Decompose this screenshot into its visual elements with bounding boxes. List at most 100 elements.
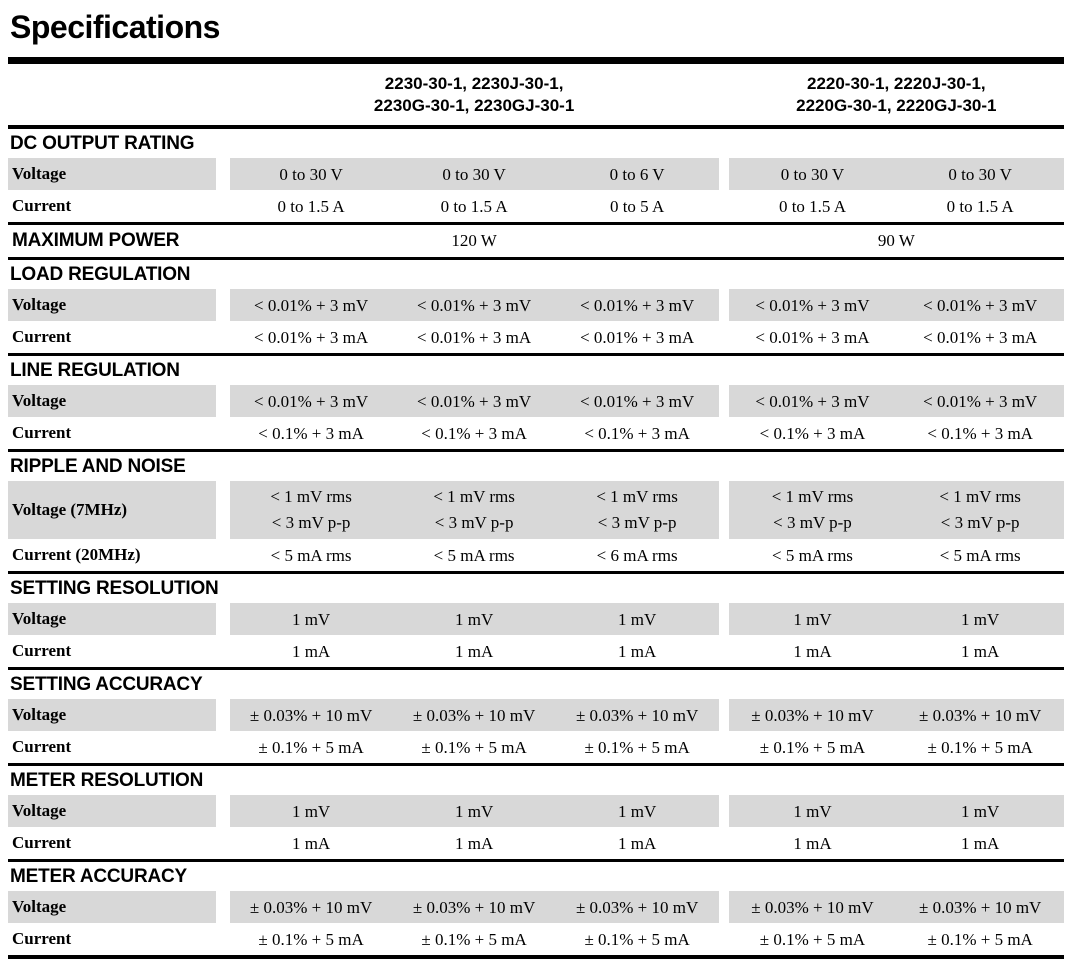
spec-cell-line: < 1 mV rms — [771, 487, 854, 507]
column-gap — [216, 731, 230, 763]
spec-cell: 1 mA — [617, 833, 657, 853]
spec-row: Voltage 1 mV 1 mV 1 mV 1 mV 1 mV — [8, 603, 1064, 636]
row-label: Current — [12, 833, 72, 853]
spec-cell-line: < 1 mV rms — [939, 487, 1021, 507]
column-gap — [216, 923, 230, 955]
max-power-value: 120 W — [451, 231, 497, 251]
spec-row: Voltage ± 0.03% + 10 mV ± 0.03% + 10 mV ± 0… — [8, 699, 1064, 732]
spec-cell: ± 0.03% + 10 mV — [575, 897, 699, 917]
group-2220-cells: 0 to 30 V 0 to 30 V — [728, 158, 1064, 191]
spec-row: Current 1 mA 1 mA 1 mA 1 mA 1 mA — [8, 635, 1064, 667]
column-group-header-2230-line1: 2230-30-1, 2230J-30-1, — [384, 74, 564, 94]
column-gap — [719, 481, 729, 539]
spec-cell: < 0.01% + 3 mV — [417, 391, 532, 411]
spec-cell: ± 0.1% + 5 mA — [258, 737, 364, 757]
spec-cell: < 0.1% + 3 mA — [421, 423, 527, 443]
spec-cell: 1 mV — [793, 801, 832, 821]
column-gap — [216, 289, 230, 321]
column-gap — [719, 321, 729, 353]
spec-row: Current < 0.1% + 3 mA < 0.1% + 3 mA < 0.1% … — [8, 417, 1064, 449]
group-2220-cells: 1 mV 1 mV — [728, 795, 1064, 828]
spec-cell: ± 0.03% + 10 mV — [412, 705, 536, 725]
section-rule — [8, 222, 1064, 226]
spec-cell: < 0.01% + 3 mV — [755, 295, 870, 315]
top-rule — [8, 57, 1064, 65]
spec-cell-line: < 3 mV p-p — [434, 513, 514, 533]
column-gap — [719, 417, 729, 449]
group-2230-cells: < 5 mA rms < 5 mA rms < 6 mA rms — [230, 539, 719, 571]
spec-cell: 0 to 30 V — [442, 164, 506, 184]
max-power-row: MAXIMUM POWER 120 W 90 W — [8, 225, 1064, 257]
spec-cell: < 0.1% + 3 mA — [258, 423, 364, 443]
page-title: Specifications — [10, 9, 220, 45]
group-2220-cells: 0 to 1.5 A 0 to 1.5 A — [729, 190, 1064, 222]
column-gap — [216, 635, 230, 667]
column-gap — [216, 190, 230, 222]
column-gap — [719, 699, 729, 731]
spec-cell: < 5 mA rms — [270, 545, 352, 565]
spec-cell: 1 mA — [961, 833, 1000, 853]
column-gap — [216, 481, 230, 539]
spec-cell: 1 mA — [793, 833, 832, 853]
group-2220-cells: < 1 mV rms < 3 mV p-p < 1 mV rms < 3 mV p-p — [728, 481, 1064, 540]
column-gap — [216, 603, 230, 635]
spec-cell: < 0.01% + 3 mV — [923, 391, 1038, 411]
column-group-header-2230: 2230-30-1, 2230J-30-1, 2230G-30-1, 2230G… — [230, 73, 719, 117]
column-gap — [719, 289, 729, 321]
group-2230-cells: < 0.01% + 3 mV < 0.01% + 3 mV < 0.01% + 3 … — [229, 385, 719, 418]
spec-cell: ± 0.03% + 10 mV — [918, 705, 1042, 725]
spec-cell: 1 mV — [793, 609, 832, 629]
spec-cell: 0 to 1.5 A — [778, 196, 846, 216]
group-2230-cells: 1 mV 1 mV 1 mV — [229, 795, 719, 828]
group-2230-cells: 1 mA 1 mA 1 mA — [230, 827, 719, 859]
section-title: LOAD REGULATION — [10, 263, 191, 285]
group-2230-cells: ± 0.1% + 5 mA ± 0.1% + 5 mA ± 0.1% + 5 mA — [230, 731, 719, 763]
spec-row: Voltage 1 mV 1 mV 1 mV 1 mV 1 mV — [8, 795, 1064, 828]
spec-cell: 1 mV — [454, 801, 494, 821]
spec-cell: < 0.01% + 3 mV — [923, 295, 1038, 315]
row-label: Current — [12, 327, 72, 347]
spec-cell: 0 to 1.5 A — [440, 196, 508, 216]
spec-cell: ± 0.1% + 5 mA — [584, 929, 690, 949]
spec-cell: ± 0.03% + 10 mV — [751, 897, 874, 917]
column-gap — [719, 190, 729, 222]
row-label: Voltage — [8, 603, 216, 636]
section-title: METER RESOLUTION — [10, 769, 204, 791]
spec-cell: < 0.01% + 3 mV — [417, 295, 532, 315]
spec-cell: 1 mA — [617, 641, 657, 661]
column-gap — [719, 891, 729, 923]
spec-row: Current ± 0.1% + 5 mA ± 0.1% + 5 mA ± 0.1% … — [8, 923, 1064, 955]
spec-cell: < 1 mV rms < 3 mV p-p — [556, 484, 719, 536]
spec-cell: ± 0.03% + 10 mV — [575, 705, 699, 725]
column-gap — [719, 603, 729, 635]
spec-cell: 0 to 6 V — [609, 164, 665, 184]
spec-cell: 1 mV — [617, 609, 657, 629]
spec-cell: < 1 mV rms < 3 mV p-p — [230, 484, 393, 536]
spec-cell: ± 0.03% + 10 mV — [918, 897, 1042, 917]
group-2220-cells: ± 0.03% + 10 mV ± 0.03% + 10 mV — [728, 891, 1064, 924]
section-rule — [8, 353, 1064, 357]
spec-cell: 0 to 30 V — [780, 164, 845, 184]
spec-cell: 0 to 30 V — [279, 164, 343, 184]
group-2230-cells: 0 to 30 V 0 to 30 V 0 to 6 V — [229, 158, 719, 191]
column-gap — [216, 321, 230, 353]
spec-cell: 0 to 5 A — [609, 196, 665, 216]
group-2220-cells: < 5 mA rms < 5 mA rms — [729, 539, 1064, 571]
spec-cell: < 5 mA rms — [939, 545, 1021, 565]
group-2220-cells: 1 mV 1 mV — [728, 603, 1064, 636]
spec-cell: ± 0.1% + 5 mA — [421, 929, 527, 949]
spec-cell: < 0.01% + 3 mV — [254, 295, 369, 315]
group-2230-cells: ± 0.03% + 10 mV ± 0.03% + 10 mV ± 0.03% + … — [229, 699, 719, 732]
row-label: Voltage — [8, 699, 216, 732]
section-title: METER ACCURACY — [10, 865, 187, 887]
spec-row: Voltage ± 0.03% + 10 mV ± 0.03% + 10 mV ± 0… — [8, 891, 1064, 924]
row-label: Voltage — [8, 891, 216, 924]
spec-cell: < 5 mA rms — [433, 545, 515, 565]
group-2230-cells: ± 0.1% + 5 mA ± 0.1% + 5 mA ± 0.1% + 5 mA — [230, 923, 719, 955]
row-label: Current (20MHz) — [12, 545, 141, 565]
section-title: RIPPLE AND NOISE — [10, 455, 186, 477]
row-label: Voltage — [8, 289, 216, 322]
spec-row: Current (20MHz) < 5 mA rms < 5 mA rms < 6 m… — [8, 539, 1064, 571]
spec-cell: < 5 mA rms — [772, 545, 853, 565]
